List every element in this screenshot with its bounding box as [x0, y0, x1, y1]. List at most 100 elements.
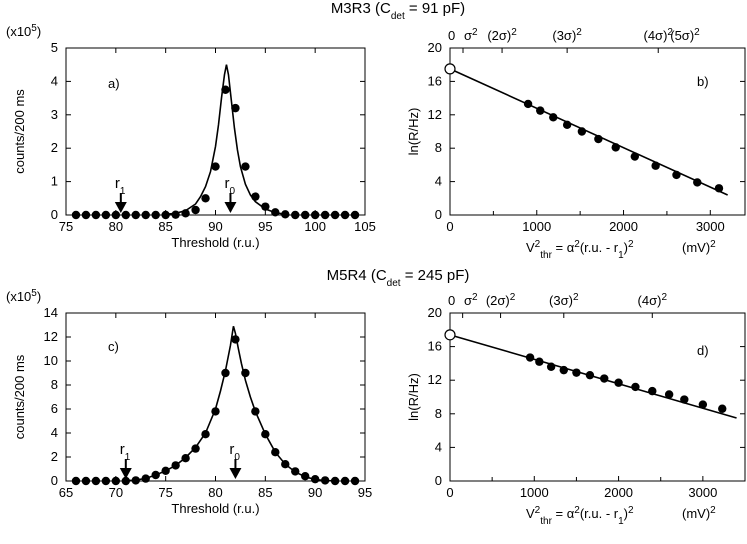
- top-tick-label-part: (3σ): [549, 293, 573, 308]
- x-tick-label: 105: [354, 219, 376, 234]
- data-point: [161, 466, 170, 475]
- data-point: [320, 210, 330, 220]
- data-point: [310, 475, 320, 484]
- x-tick-label: 65: [59, 485, 73, 500]
- data-point: [161, 210, 170, 220]
- top-tick-label-part: (2σ): [486, 293, 510, 308]
- x-tick-label: 90: [208, 219, 222, 234]
- data-point: [231, 103, 240, 113]
- x-tick-label: 1000: [522, 219, 551, 234]
- top-tick-label-part: (5σ): [670, 28, 694, 43]
- fit-curve: [449, 68, 728, 196]
- data-point: [131, 476, 140, 485]
- x-tick-label: 80: [109, 219, 123, 234]
- marker-label: r1: [115, 175, 126, 197]
- data-point: [171, 461, 180, 470]
- top-tick-label-part: 2: [472, 27, 478, 38]
- y-tick-label: 5: [51, 40, 58, 55]
- y-tick-label: 0: [51, 207, 58, 222]
- data-point: [651, 161, 660, 170]
- data-point: [672, 170, 681, 180]
- top-tick-label-part: σ: [464, 28, 472, 43]
- data-point: [121, 210, 130, 220]
- top-tick-label: 0: [448, 293, 455, 308]
- scale-label-part: ): [37, 289, 41, 304]
- data-point: [261, 430, 270, 439]
- y-tick-label: 16: [428, 73, 442, 88]
- data-point: [81, 210, 91, 220]
- y-tick-label: 4: [435, 439, 442, 454]
- scale-label-part: 5: [31, 23, 37, 34]
- marker-label-part: 1: [120, 186, 126, 197]
- marker-label-part: 0: [234, 452, 240, 463]
- y-tick-label: 4: [51, 73, 58, 88]
- marker-arrow-head: [229, 468, 242, 479]
- data-point: [271, 208, 280, 217]
- x-axis-label-part: V: [526, 506, 535, 521]
- top-tick-label-part: 2: [511, 27, 517, 38]
- plot-frame: [449, 47, 746, 216]
- data-point: [310, 210, 320, 220]
- x-axis-label: Threshold (r.u.): [171, 501, 259, 516]
- data-point: [301, 472, 310, 481]
- data-point: [151, 470, 160, 480]
- data-point: [131, 210, 140, 220]
- data-point: [350, 476, 360, 486]
- top-tick-label: (2σ)2: [487, 27, 517, 44]
- y-tick-label: 0: [51, 473, 58, 488]
- data-point: [559, 365, 568, 375]
- data-point: [301, 210, 310, 220]
- data-point: [181, 209, 190, 218]
- x-axis-label: V2thr = α2(r.u. - r1)2: [526, 505, 634, 527]
- y-tick-label: 6: [51, 401, 58, 416]
- marker-label-part: 1: [125, 452, 131, 463]
- data-point: [261, 202, 270, 211]
- x-axis-label-part: thr: [540, 250, 552, 261]
- data-point: [151, 210, 160, 220]
- data-point: [611, 143, 620, 152]
- x-axis-label-part: 2: [628, 505, 634, 516]
- x-tick-label: 75: [59, 219, 73, 234]
- marker-label-part: 0: [229, 186, 235, 197]
- y-tick-label: 10: [44, 353, 58, 368]
- marker-label: r0: [224, 175, 235, 197]
- x-axis-unit-part: 2: [710, 239, 716, 250]
- x-axis-label-part: 2: [535, 239, 541, 250]
- top-tick-label-part: 0: [448, 28, 455, 43]
- data-point: [121, 476, 130, 486]
- top-tick-label-part: (4σ): [638, 293, 662, 308]
- top-tick-label-part: 2: [661, 292, 667, 303]
- x-axis-unit-part: (mV): [682, 240, 710, 255]
- x-axis-unit-part: (mV): [682, 506, 710, 521]
- panel-label: a): [108, 76, 120, 91]
- top-tick-label: (3σ)2: [549, 292, 579, 309]
- x-tick-label: 0: [446, 219, 453, 234]
- top-tick-label: (3σ)2: [552, 27, 582, 44]
- y-tick-label: 8: [435, 140, 442, 155]
- x-tick-label: 2000: [604, 485, 633, 500]
- data-point: [101, 210, 111, 220]
- x-axis-label-part: ): [624, 506, 628, 521]
- y-tick-label: 12: [428, 107, 442, 122]
- panel-label: c): [108, 339, 119, 354]
- y-axis-label: ln(R/Hz): [406, 108, 421, 156]
- data-point: [340, 476, 350, 486]
- data-point: [181, 454, 190, 463]
- marker-label-part: r: [224, 175, 229, 192]
- y-tick-label: 16: [428, 339, 442, 354]
- group-title-part: = 91 pF): [405, 0, 465, 17]
- top-tick-label-part: 2: [576, 27, 582, 38]
- data-point: [577, 127, 587, 136]
- group-title-part: M5R4 (C: [327, 267, 387, 284]
- top-tick-label-part: 2: [667, 27, 673, 38]
- scale-label-part: 5: [31, 288, 37, 299]
- x-tick-label: 1000: [520, 485, 549, 500]
- data-point: [648, 386, 657, 396]
- data-point: [320, 476, 330, 485]
- data-point: [291, 210, 300, 220]
- x-tick-label: 80: [208, 485, 222, 500]
- x-tick-label: 95: [358, 485, 372, 500]
